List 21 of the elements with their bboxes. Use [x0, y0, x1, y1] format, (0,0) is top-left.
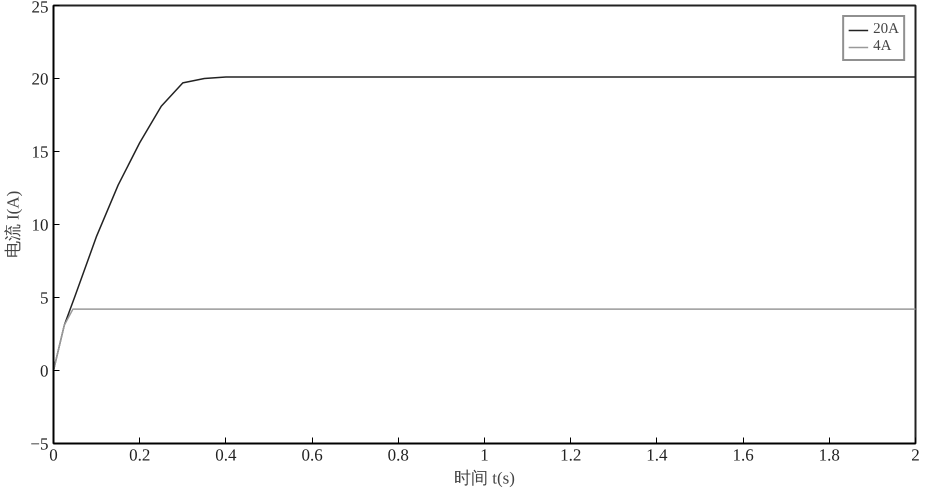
y-tick-label: 10	[32, 216, 48, 234]
x-tick-label: 1.8	[818, 446, 840, 464]
x-tick-label: 2	[911, 446, 920, 464]
x-tick-label: 1.4	[646, 446, 668, 464]
x-tick-label: 1.2	[560, 446, 582, 464]
x-tick-label: 1.6	[732, 446, 754, 464]
x-tick-label: 0.2	[129, 446, 150, 464]
y-tick-label: 15	[32, 142, 48, 162]
y-axis-title: 电流 I(A)	[3, 190, 22, 258]
y-tick-label: 5	[40, 288, 48, 308]
legend-label: 20A	[873, 21, 899, 38]
x-axis-title: 时间 t(s)	[454, 468, 515, 488]
x-tick-label: 0.8	[388, 446, 409, 464]
x-tick-label: 0.6	[301, 446, 323, 464]
x-tick-label: 0.4	[215, 446, 238, 464]
y-tick-label: 0	[40, 362, 48, 380]
x-tick-label: 1	[480, 446, 489, 464]
y-tick-label: 25	[32, 0, 48, 16]
y-tick-label: −5	[30, 434, 49, 454]
y-tick-label: 20	[32, 70, 48, 88]
legend-label: 4A	[873, 38, 892, 55]
